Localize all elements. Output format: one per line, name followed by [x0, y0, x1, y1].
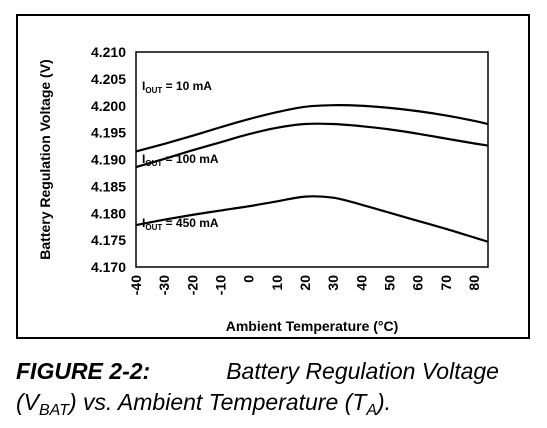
x-axis-label: Ambient Temperature (°C): [226, 318, 399, 334]
series-line-2: [135, 122, 489, 169]
x-tick-label: -20: [184, 275, 200, 295]
series-line-1: [135, 104, 489, 153]
y-tick-label: 4.200: [91, 98, 126, 114]
caption-text-c: ).: [377, 389, 392, 415]
x-tick-label: 10: [269, 275, 285, 291]
series-line-3: [135, 195, 489, 243]
series-label-2: IOUT = 100 mA: [142, 152, 219, 168]
caption-sub-b: A: [366, 402, 378, 419]
y-tick-label: 4.195: [91, 125, 126, 141]
y-tick-label: 4.210: [91, 44, 126, 60]
caption-text-a: Battery Regulation Voltage (V: [16, 358, 499, 415]
y-axis-label: Battery Regulation Voltage (V): [37, 59, 53, 259]
y-tick-label: 4.180: [91, 205, 126, 221]
plot-frame: [135, 51, 489, 268]
series-label-3: IOUT = 450 mA: [142, 216, 219, 232]
y-tick-label: 4.205: [91, 71, 126, 87]
caption-text-b: ) vs. Ambient Temperature (T: [68, 389, 367, 415]
x-tick-label: 0: [241, 275, 257, 283]
x-tick-label: 30: [325, 275, 341, 291]
y-tick-label: 4.175: [91, 232, 126, 248]
x-tick-label: 20: [297, 275, 313, 291]
x-tick-label: 40: [353, 275, 369, 291]
caption-sub-a: BAT: [39, 402, 69, 419]
y-tick-label: 4.170: [91, 259, 126, 275]
x-tick-label: -10: [212, 275, 228, 295]
battery-voltage-chart: 4.210 4.205 4.200 4.195 4.190 4.185 4.180 4.175…: [37, 44, 489, 334]
x-tick-label: 50: [381, 275, 397, 291]
y-tick-label: 4.185: [91, 178, 126, 194]
x-tick-label: -40: [128, 275, 144, 295]
figure-number: FIGURE 2-2:: [16, 358, 151, 384]
x-tick-label: 80: [466, 275, 482, 291]
x-tick-label: 70: [438, 275, 454, 291]
figure-caption: FIGURE 2-2: Battery Regulation Voltage (V…: [16, 356, 530, 419]
y-tick-label: 4.190: [91, 152, 126, 168]
series-label-1: IOUT = 10 mA: [142, 79, 212, 95]
x-tick-label: 60: [410, 275, 426, 291]
chart-container: 4.210 4.205 4.200 4.195 4.190 4.185 4.180 4.175…: [16, 14, 530, 339]
x-tick-label: -30: [156, 275, 172, 295]
